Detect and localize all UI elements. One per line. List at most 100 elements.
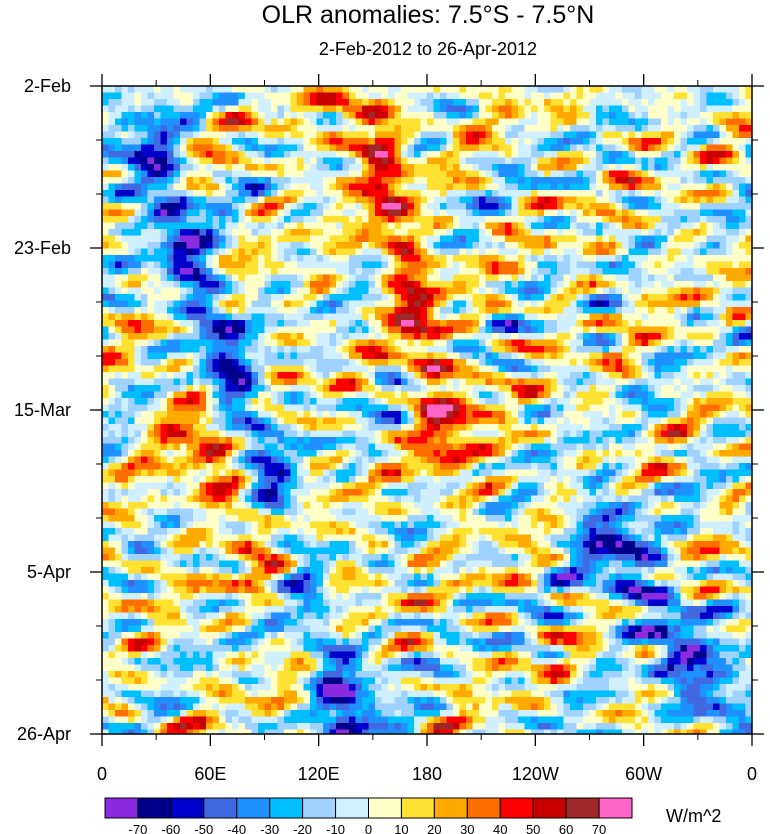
anomaly-cell <box>713 346 721 354</box>
anomaly-cell <box>134 346 142 354</box>
anomaly-cell <box>342 359 350 367</box>
anomaly-cell <box>589 294 597 302</box>
anomaly-cell <box>498 118 506 126</box>
anomaly-cell <box>160 138 168 146</box>
anomaly-cell <box>212 157 220 165</box>
anomaly-cell <box>459 333 467 341</box>
anomaly-cell <box>615 229 623 237</box>
anomaly-cell <box>466 320 474 328</box>
anomaly-cell <box>199 177 207 185</box>
anomaly-cell <box>628 294 636 302</box>
anomaly-cell <box>329 320 337 328</box>
anomaly-cell <box>602 294 610 302</box>
anomaly-cell <box>108 86 116 94</box>
anomaly-cell <box>186 112 194 120</box>
anomaly-cell <box>349 190 357 198</box>
anomaly-cell <box>355 365 363 373</box>
anomaly-cell <box>609 365 617 373</box>
anomaly-cell <box>745 209 752 217</box>
anomaly-cell <box>264 248 272 256</box>
anomaly-cell <box>427 216 435 224</box>
anomaly-cell <box>693 300 701 308</box>
anomaly-cell <box>420 320 428 328</box>
anomaly-cell <box>596 118 604 126</box>
anomaly-cell <box>492 203 500 211</box>
anomaly-cell <box>206 404 214 412</box>
anomaly-cell <box>232 281 240 289</box>
anomaly-cell <box>628 365 636 373</box>
anomaly-cell <box>440 170 448 178</box>
anomaly-cell <box>524 203 532 211</box>
anomaly-cell <box>199 365 207 373</box>
anomaly-cell <box>310 92 318 100</box>
anomaly-cell <box>147 378 155 386</box>
anomaly-cell <box>739 352 747 360</box>
anomaly-cell <box>199 105 207 113</box>
anomaly-cell <box>583 190 591 198</box>
anomaly-cell <box>557 326 565 334</box>
anomaly-cell <box>173 352 181 360</box>
anomaly-cell <box>726 235 734 243</box>
anomaly-cell <box>537 203 545 211</box>
anomaly-cell <box>414 352 422 360</box>
anomaly-cell <box>394 326 402 334</box>
anomaly-cell <box>115 378 123 386</box>
anomaly-cell <box>635 164 643 172</box>
anomaly-cell <box>589 398 597 406</box>
anomaly-cell <box>212 391 220 399</box>
anomaly-cell <box>544 196 552 204</box>
anomaly-cell <box>414 339 422 347</box>
anomaly-cell <box>362 346 370 354</box>
anomaly-cell <box>206 248 214 256</box>
anomaly-cell <box>739 125 747 133</box>
anomaly-cell <box>511 378 519 386</box>
anomaly-cell <box>472 268 480 276</box>
anomaly-cell <box>466 112 474 120</box>
anomaly-cell <box>706 359 714 367</box>
anomaly-cell <box>407 261 415 269</box>
anomaly-cell <box>739 242 747 250</box>
anomaly-cell <box>167 138 175 146</box>
anomaly-cell <box>238 294 246 302</box>
anomaly-cell <box>134 190 142 198</box>
anomaly-cell <box>420 385 428 393</box>
anomaly-cell <box>401 326 409 334</box>
anomaly-cell <box>550 164 558 172</box>
anomaly-cell <box>739 99 747 107</box>
anomaly-cell <box>258 268 266 276</box>
anomaly-cell <box>401 86 409 94</box>
anomaly-cell <box>342 313 350 321</box>
anomaly-cell <box>147 365 155 373</box>
anomaly-cell <box>303 229 311 237</box>
anomaly-cell <box>446 157 454 165</box>
anomaly-cell <box>108 359 116 367</box>
anomaly-cell <box>524 307 532 315</box>
anomaly-cell <box>128 248 136 256</box>
anomaly-cell <box>375 365 383 373</box>
anomaly-cell <box>349 183 357 191</box>
anomaly-cell <box>589 157 597 165</box>
anomaly-cell <box>381 320 389 328</box>
anomaly-cell <box>251 385 259 393</box>
anomaly-cell <box>511 105 519 113</box>
anomaly-cell <box>394 242 402 250</box>
anomaly-cell <box>251 209 259 217</box>
anomaly-cell <box>732 209 740 217</box>
anomaly-cell <box>524 118 532 126</box>
anomaly-cell <box>511 326 519 334</box>
anomaly-cell <box>693 229 701 237</box>
anomaly-cell <box>693 216 701 224</box>
anomaly-cell <box>427 222 435 230</box>
anomaly-cell <box>323 144 331 152</box>
anomaly-cell <box>375 131 383 139</box>
anomaly-cell <box>654 209 662 217</box>
anomaly-cell <box>589 209 597 217</box>
anomaly-cell <box>329 365 337 373</box>
anomaly-cell <box>732 144 740 152</box>
anomaly-cell <box>212 287 220 295</box>
anomaly-cell <box>440 307 448 315</box>
anomaly-cell <box>368 365 376 373</box>
anomaly-cell <box>485 333 493 341</box>
anomaly-cell <box>401 391 409 399</box>
anomaly-cell <box>349 320 357 328</box>
